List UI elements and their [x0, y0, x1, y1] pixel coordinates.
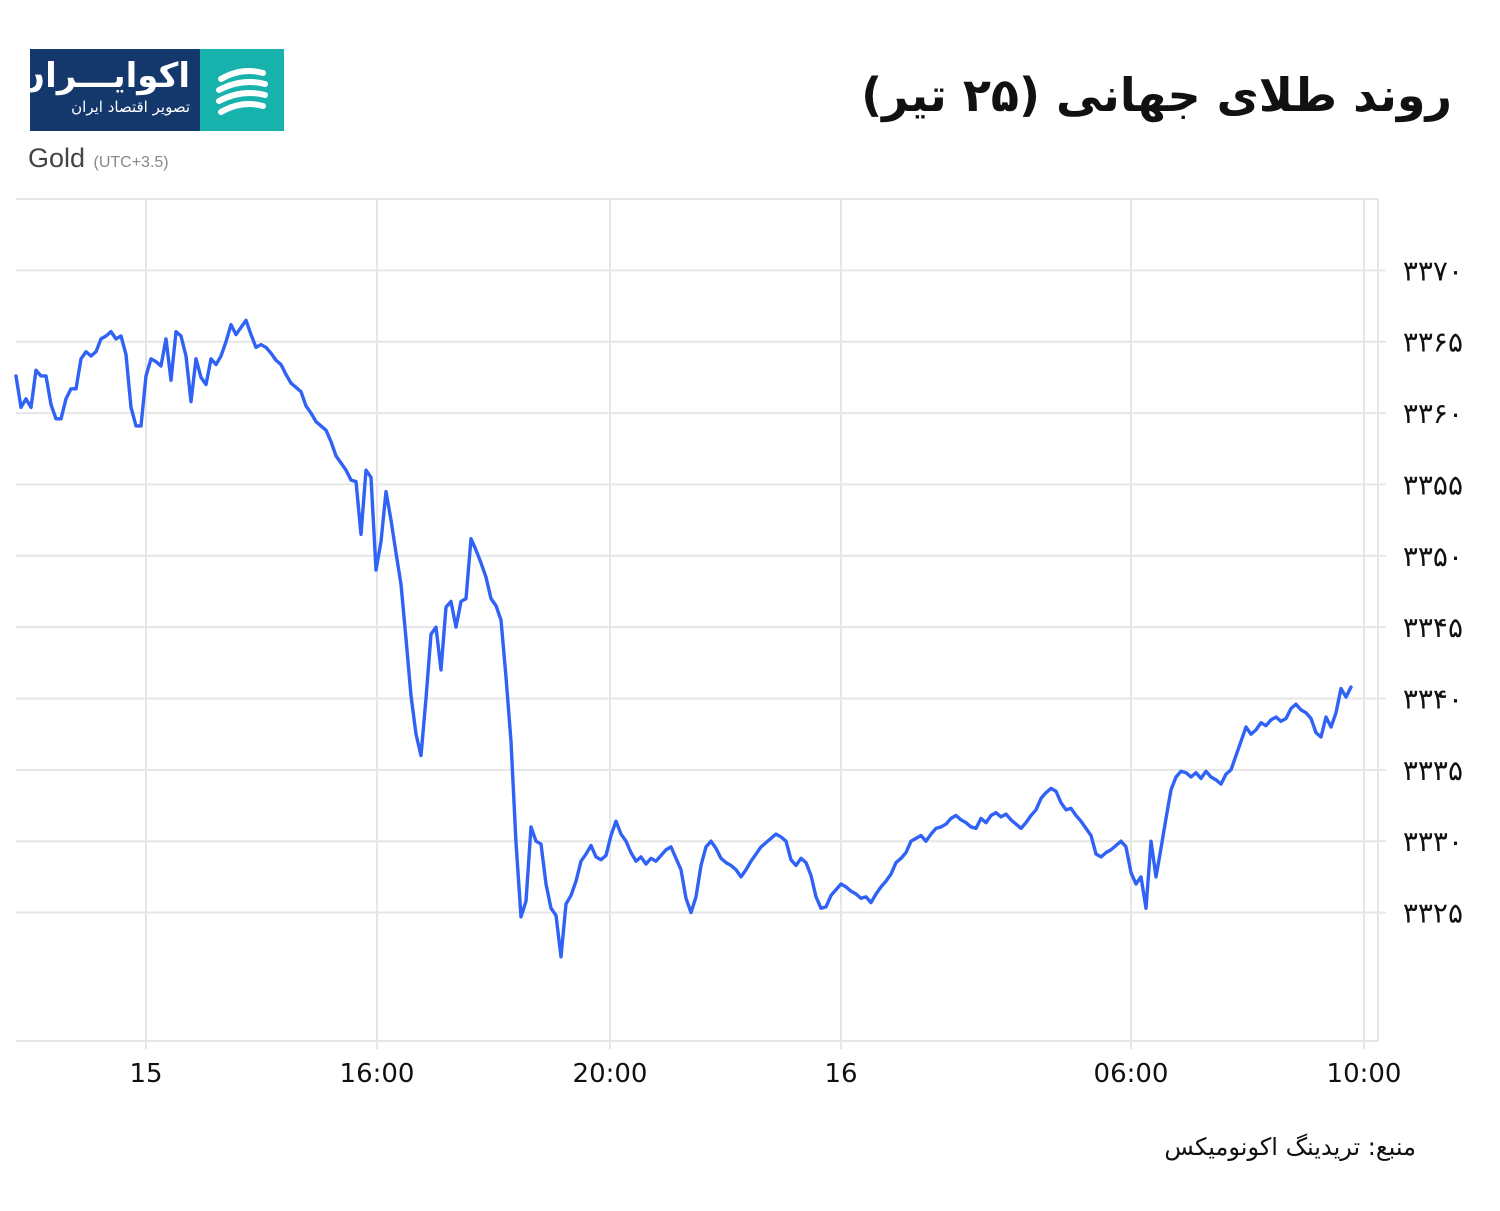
y-tick-label: ۳۳۲۵ [1403, 897, 1463, 930]
timezone-label: (UTC+3.5) [93, 154, 169, 171]
y-tick-label: ۳۳۵۰ [1403, 540, 1463, 573]
y-tick-label: ۳۳۳۵ [1403, 754, 1463, 787]
y-tick-label: ۳۳۶۰ [1403, 397, 1463, 430]
y-tick-label: ۳۳۳۰ [1403, 825, 1463, 858]
y-tick-label: ۳۳۴۵ [1403, 611, 1463, 644]
logo-tagline: تصویر اقتصاد ایران [71, 98, 190, 116]
y-tick-label: ۳۳۶۵ [1403, 326, 1463, 359]
y-tick-label: ۳۳۴۰ [1403, 682, 1463, 715]
instrument-label: Gold [28, 143, 86, 173]
x-tick-label: 10:00 [1327, 1059, 1402, 1089]
chart-subtitle: Gold (UTC+3.5) [28, 143, 169, 174]
chart-title: روند طلای جهانی (۲۵ تیر) [861, 68, 1452, 122]
x-tick-label: 16 [824, 1059, 857, 1089]
gold-price-line [14, 318, 1353, 959]
source-note: منبع: تریدینگ اکونومیکس [1164, 1133, 1416, 1161]
x-tick-label: 15 [129, 1059, 162, 1089]
x-tick-label: 20:00 [573, 1059, 648, 1089]
logo-name: اکوایـــران [16, 56, 190, 96]
logo: اکوایـــران تصویر اقتصاد ایران [16, 49, 284, 131]
x-tick-label: 06:00 [1094, 1059, 1169, 1089]
logo-text-block: اکوایـــران تصویر اقتصاد ایران [16, 49, 200, 131]
y-tick-label: ۳۳۵۵ [1403, 468, 1463, 501]
logo-mark-icon [200, 49, 284, 131]
x-tick-label: 16:00 [340, 1059, 415, 1089]
y-tick-label: ۳۳۷۰ [1403, 254, 1463, 287]
